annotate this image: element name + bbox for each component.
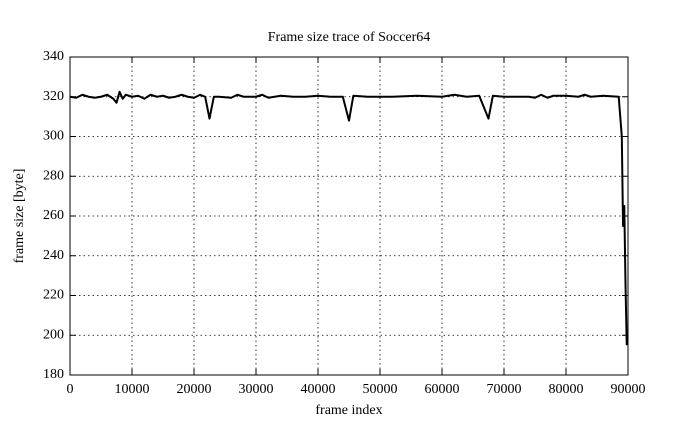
x-tick-label: 70000 (487, 382, 522, 397)
y-tick-label: 300 (43, 129, 64, 144)
x-tick-label: 40000 (301, 382, 336, 397)
plot-frame (69, 56, 629, 376)
chart-title: Frame size trace of Soccer64 (268, 30, 430, 45)
data-line (69, 90, 628, 346)
y-tick-label: 180 (43, 367, 64, 382)
y-axis-label: frame size [byte] (12, 169, 27, 264)
x-axis-label: frame index (315, 403, 382, 418)
x-tick-label: 60000 (425, 382, 460, 397)
y-tick-label: 240 (43, 248, 64, 263)
y-tick-label: 320 (43, 89, 64, 104)
x-tick-label: 10000 (115, 382, 150, 397)
y-tick-label: 340 (43, 49, 64, 64)
x-tick-label: 90000 (611, 382, 646, 397)
y-tick-label: 200 (43, 327, 64, 342)
y-tick-label: 280 (43, 168, 64, 183)
y-tick-label: 220 (43, 288, 64, 303)
x-tick-label: 20000 (177, 382, 212, 397)
x-tick-label: 50000 (363, 382, 398, 397)
x-tick-label: 0 (67, 382, 74, 397)
x-tick-label: 30000 (239, 382, 274, 397)
y-tick-label: 260 (43, 208, 64, 223)
x-tick-label: 80000 (549, 382, 584, 397)
